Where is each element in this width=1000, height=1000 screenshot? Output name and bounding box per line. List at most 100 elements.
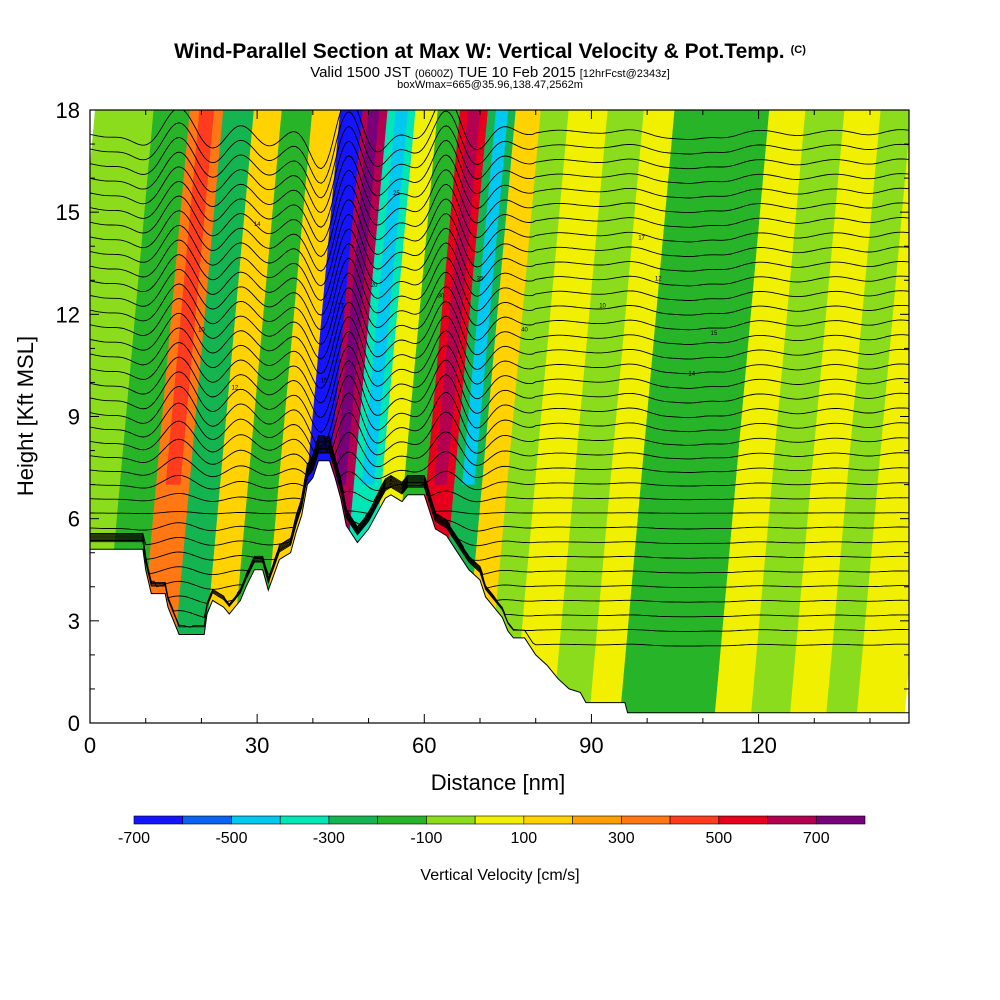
theta-contour — [90, 125, 909, 199]
velocity-core — [165, 110, 215, 485]
velocity-column — [856, 135, 909, 723]
potential-temperature-contours — [90, 110, 909, 647]
theta-contour — [90, 449, 909, 604]
theta-contour — [90, 139, 909, 213]
colorbar-tick-label: -500 — [215, 830, 247, 847]
colorbar: -700 -500 -300 -100 100 300 500 700 — [118, 815, 866, 847]
velocity-column — [789, 110, 882, 723]
x-tick-label: 30 — [245, 733, 269, 758]
chart-title: Wind-Parallel Section at Max W: Vertical… — [174, 40, 806, 63]
contour-label: 14 — [688, 372, 695, 378]
contour-label: 15 — [711, 331, 718, 337]
theta-contour — [90, 374, 909, 448]
colorbar-swatch — [718, 815, 768, 825]
theta-contour — [90, 442, 909, 515]
x-tick-label: 0 — [84, 733, 96, 758]
colorbar-swatch — [767, 815, 817, 825]
contour-label: 15 — [321, 378, 328, 384]
velocity-column — [680, 110, 770, 723]
contour-label: 25 — [393, 191, 400, 197]
colorbar-label: Vertical Velocity [cm/s] — [420, 867, 579, 884]
theta-contour — [90, 448, 909, 590]
colorbar-swatch — [669, 815, 720, 825]
velocity-core — [361, 110, 408, 485]
contour-label: 12 — [655, 276, 662, 282]
contour-label: 35 — [477, 276, 484, 282]
theta-contour — [90, 443, 909, 532]
theta-contour — [90, 242, 909, 316]
theta-contour — [90, 169, 909, 243]
colorbar-tick-label: -300 — [313, 830, 345, 847]
contour-labels: 10 12 14 15 17 20 25 30 35 40 10 12 14 15 17 — [198, 191, 718, 391]
theta-contour — [90, 439, 909, 491]
axis-ticks: 0 30 60 90 120 0 3 6 9 12 15 18 — [56, 98, 909, 758]
terrain-mask — [90, 460, 909, 723]
colorbar-swatch — [133, 815, 184, 825]
velocity-column — [619, 110, 706, 723]
colorbar-tick-label: 700 — [803, 830, 830, 847]
theta-contour — [90, 344, 909, 419]
theta-contour — [90, 271, 909, 345]
colorbar-swatch — [523, 815, 573, 825]
colorbar-swatch — [426, 815, 476, 825]
velocity-column — [649, 110, 737, 723]
theta-contour — [90, 359, 909, 433]
contour-label: 10 — [599, 304, 606, 310]
velocity-column — [552, 110, 645, 723]
theta-contour — [90, 431, 909, 469]
theta-contour — [90, 183, 909, 257]
contour-label: 17 — [638, 235, 645, 241]
theta-contour — [90, 227, 909, 301]
velocity-core — [434, 110, 481, 485]
y-tick-label: 12 — [56, 302, 80, 327]
velocity-column — [588, 110, 675, 723]
contour-label: 30 — [438, 293, 445, 299]
theta-contour — [90, 450, 909, 618]
y-tick-label: 15 — [56, 200, 80, 225]
chart-subtitle-2: boxWmax=665@35.96,138.47,2562m — [397, 79, 583, 91]
theta-contour — [90, 213, 909, 287]
theta-contour — [90, 198, 909, 272]
theta-contour — [90, 315, 909, 389]
plot-area: 10 12 14 15 17 20 25 30 35 40 10 12 14 15 17 — [90, 110, 909, 723]
colorbar-swatch — [621, 815, 671, 825]
contour-label: 17 — [337, 304, 344, 310]
theta-contour — [90, 286, 909, 360]
colorbar-tick-label: 500 — [705, 830, 732, 847]
x-tick-label: 60 — [412, 733, 436, 758]
colorbar-tick-label: 300 — [608, 830, 635, 847]
colorbar-swatch — [815, 815, 866, 825]
velocity-column — [513, 110, 609, 723]
contour-label: 10 — [198, 327, 205, 333]
theta-contour — [90, 438, 909, 479]
theta-contour — [90, 411, 909, 462]
colorbar-swatch — [377, 815, 427, 825]
theta-contour — [90, 257, 909, 331]
x-axis-title: Distance [nm] — [431, 770, 566, 795]
chart-subtitle: Valid 1500 JST (0600Z) TUE 10 Feb 2015 [12h… — [310, 64, 670, 81]
theta-contour — [90, 452, 909, 647]
theta-contour — [90, 301, 909, 375]
colorbar-swatch — [572, 815, 622, 825]
theta-contour — [90, 444, 909, 547]
theta-contour — [90, 446, 909, 576]
velocity-core — [312, 110, 357, 485]
theta-contour — [90, 440, 909, 503]
theta-contour — [90, 110, 909, 170]
colorbar-tick-label: -100 — [410, 830, 442, 847]
contour-label: 14 — [254, 222, 261, 228]
colorbar-swatch — [231, 815, 281, 825]
y-tick-label: 3 — [68, 609, 80, 634]
colorbar-swatch — [474, 815, 525, 825]
y-tick-label: 0 — [68, 711, 80, 736]
velocity-core — [334, 110, 380, 485]
contour-label: 40 — [521, 327, 528, 333]
y-tick-label: 18 — [56, 98, 80, 123]
contour-label: 12 — [232, 385, 239, 391]
theta-contour — [90, 154, 909, 228]
theta-contour — [90, 330, 909, 404]
theta-contour — [90, 391, 909, 456]
x-tick-label: 90 — [579, 733, 603, 758]
colorbar-tick-label: -700 — [118, 830, 150, 847]
